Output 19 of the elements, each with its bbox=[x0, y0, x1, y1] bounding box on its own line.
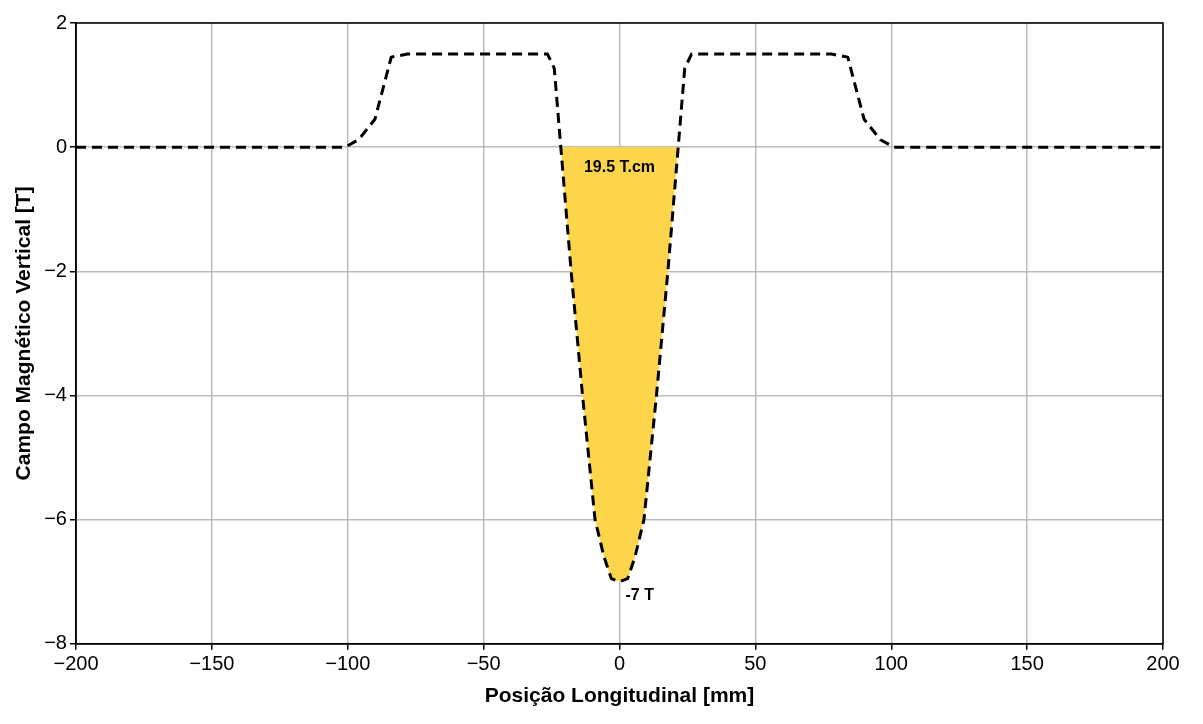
annotation: -7 T bbox=[625, 586, 655, 604]
y-axis-title: Campo Magnético Vertical [T] bbox=[11, 186, 35, 481]
y-tick-label: −6 bbox=[44, 507, 67, 530]
y-tick-label: −8 bbox=[44, 631, 67, 654]
x-tick-label: −50 bbox=[466, 652, 501, 675]
y-tick-label: 2 bbox=[55, 10, 67, 33]
y-tick-label: 0 bbox=[55, 134, 67, 157]
annotation: 19.5 T.cm bbox=[583, 157, 656, 175]
x-tick-label: −150 bbox=[189, 652, 235, 675]
x-tick-label: 100 bbox=[874, 652, 908, 675]
x-tick-label: 50 bbox=[744, 652, 767, 675]
y-tick-label: −4 bbox=[44, 383, 67, 405]
x-tick-label: 150 bbox=[1010, 652, 1044, 675]
x-tick-label: 200 bbox=[1146, 652, 1180, 675]
y-tick-label: −2 bbox=[44, 258, 67, 281]
x-tick-label: −100 bbox=[325, 652, 371, 675]
x-tick-label: 0 bbox=[613, 652, 626, 675]
x-axis-title: Posição Longitudinal [mm] bbox=[484, 683, 755, 707]
x-tick-label: −200 bbox=[53, 652, 99, 675]
